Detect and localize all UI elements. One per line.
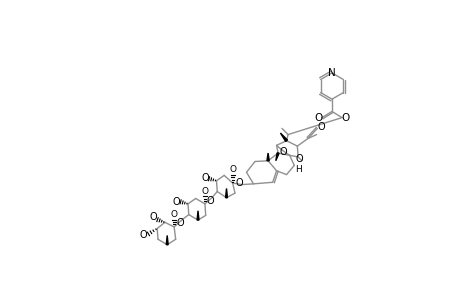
Text: O: O <box>229 165 235 174</box>
Polygon shape <box>275 153 279 161</box>
Text: O: O <box>172 196 180 206</box>
Text: O: O <box>170 210 177 219</box>
Text: O: O <box>279 147 287 157</box>
Text: H: H <box>294 165 301 174</box>
Polygon shape <box>225 188 227 198</box>
Text: O: O <box>341 112 349 123</box>
Text: O: O <box>201 187 208 196</box>
Text: N: N <box>327 68 335 78</box>
Polygon shape <box>166 236 168 245</box>
Text: O: O <box>295 154 303 164</box>
Text: O: O <box>313 112 322 123</box>
Text: O: O <box>235 178 243 188</box>
Text: O: O <box>317 122 325 132</box>
Text: O: O <box>176 218 184 228</box>
Text: O: O <box>206 196 214 206</box>
Polygon shape <box>196 211 199 220</box>
Text: O: O <box>149 212 157 222</box>
Text: O: O <box>139 230 147 240</box>
Text: O: O <box>201 173 208 184</box>
Polygon shape <box>280 133 287 141</box>
Polygon shape <box>266 153 269 161</box>
